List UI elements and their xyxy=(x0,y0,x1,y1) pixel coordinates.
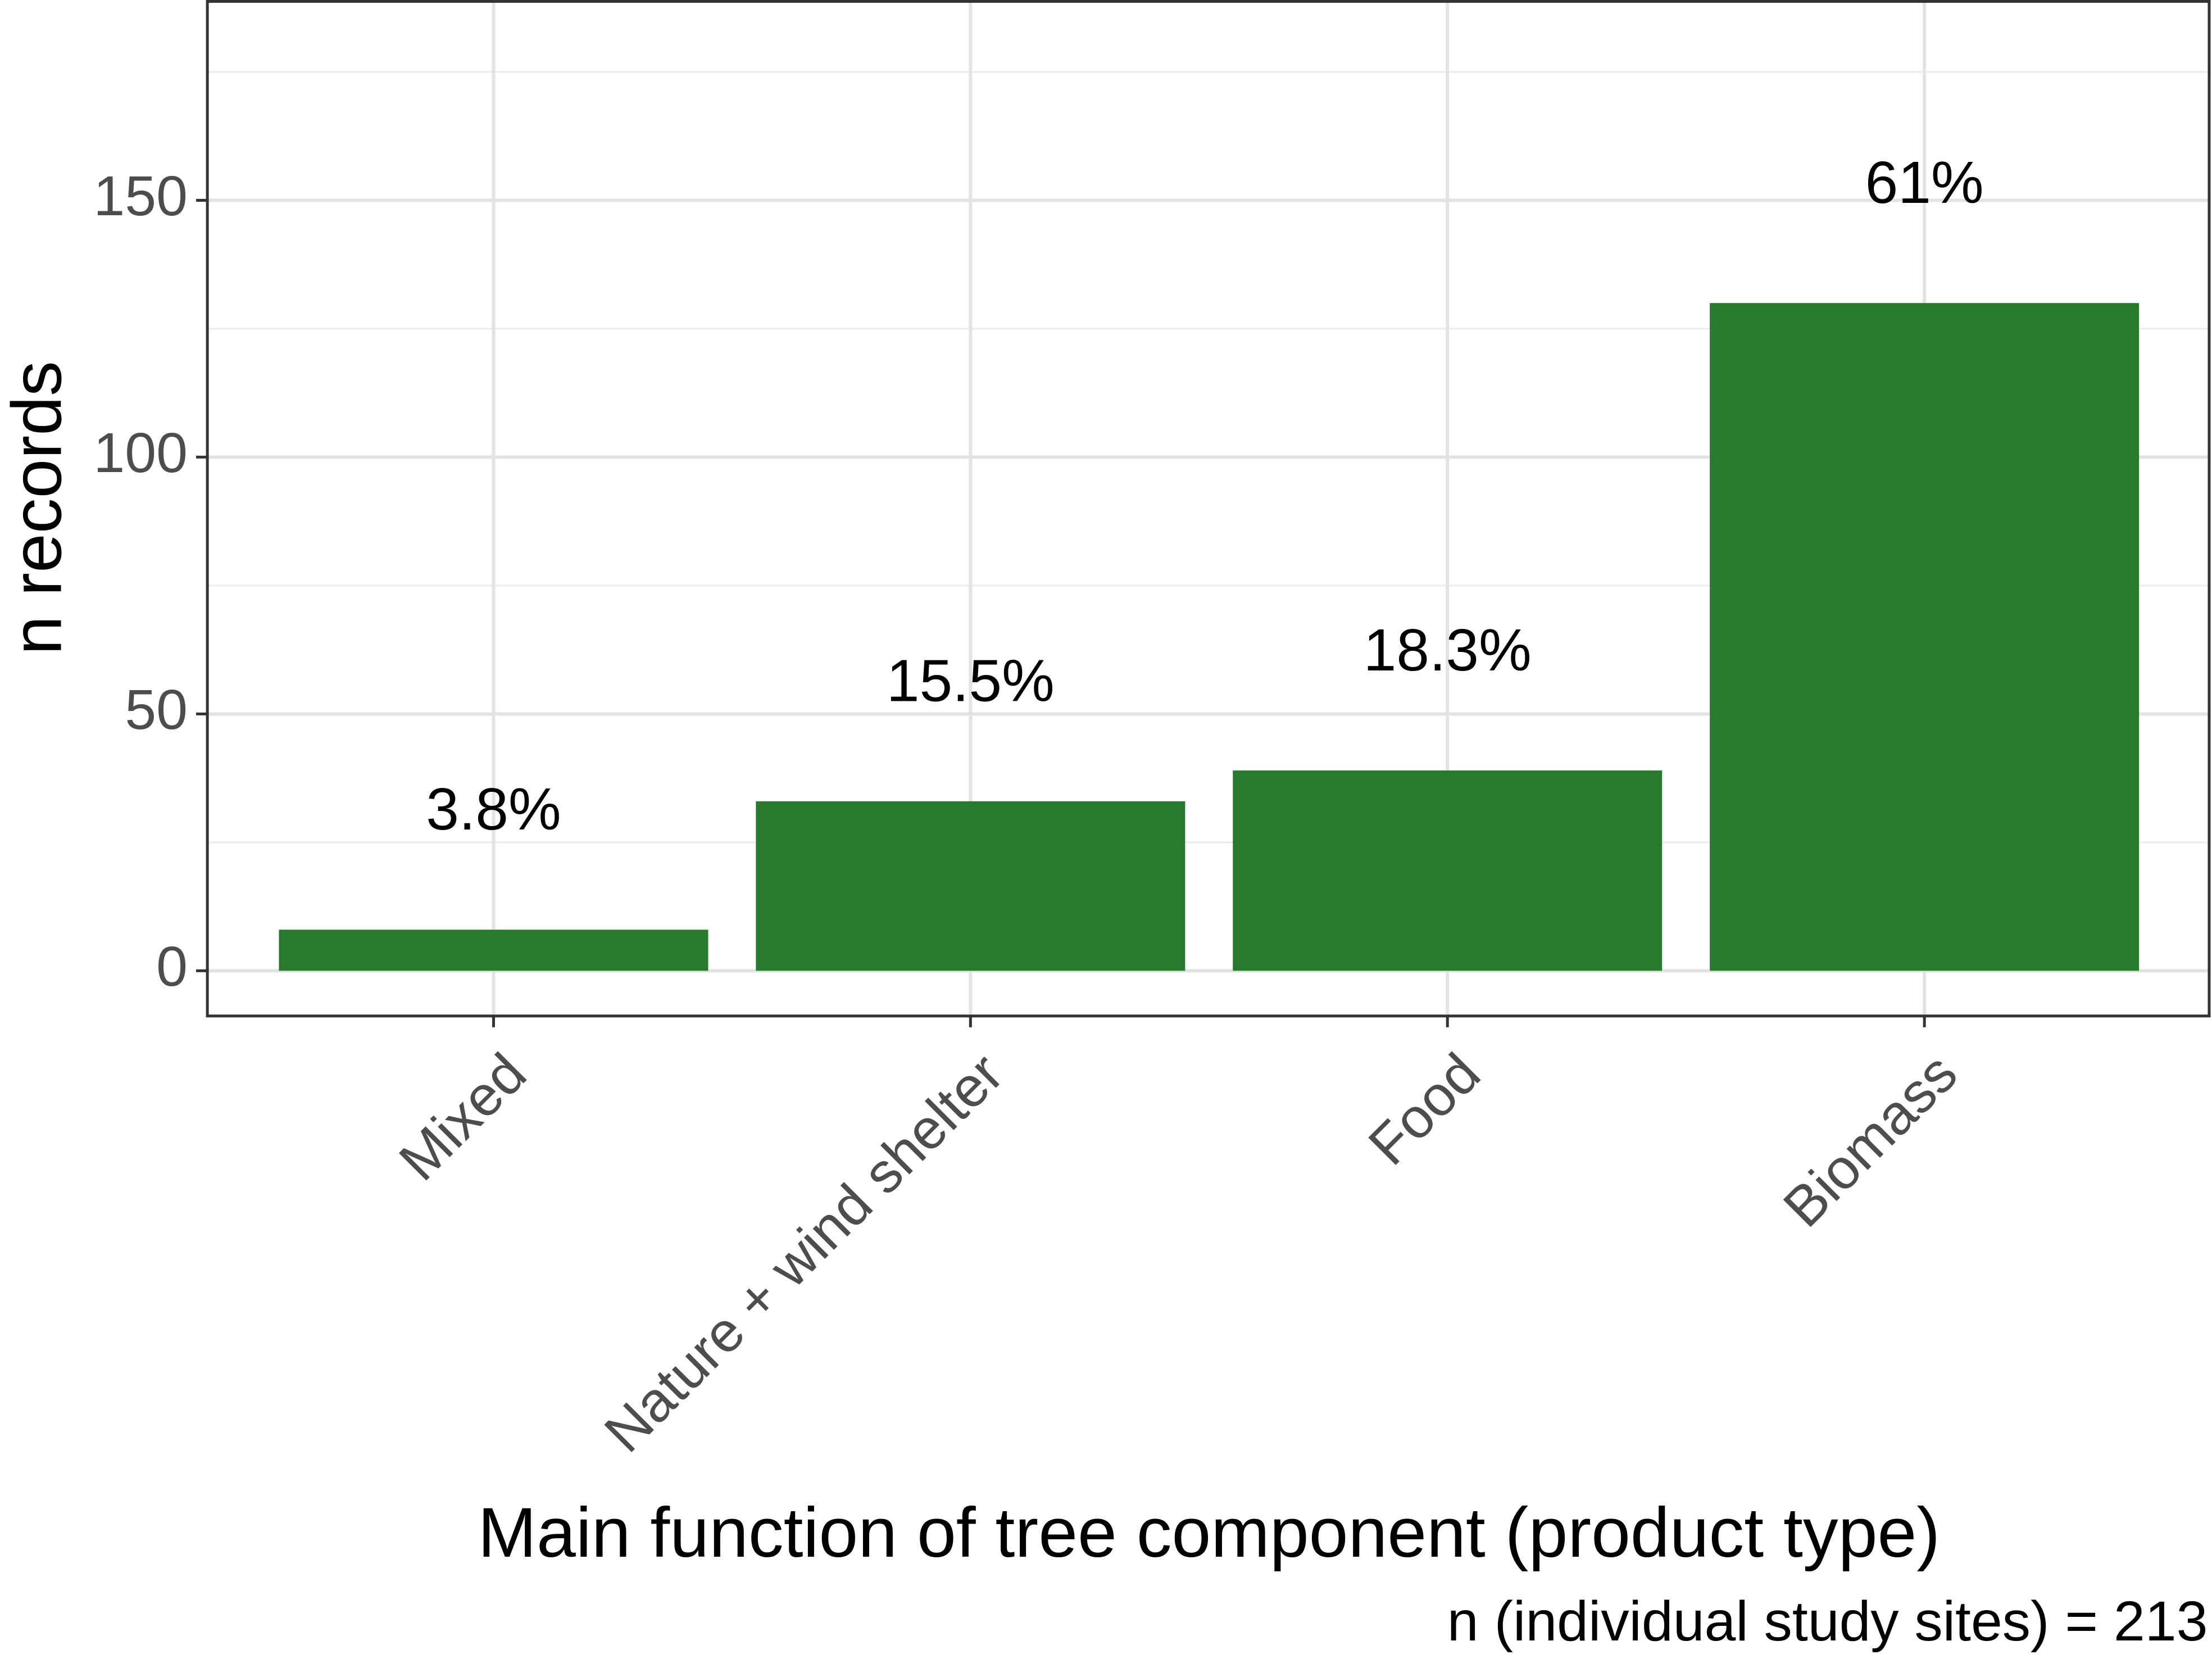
x-axis-title: Main function of tree component (product… xyxy=(478,1493,1940,1572)
bar-label: 3.8% xyxy=(426,777,561,842)
bar xyxy=(1233,770,1663,971)
panel-border xyxy=(206,0,2211,1018)
bar xyxy=(756,801,1186,971)
y-tick-label: 100 xyxy=(93,421,188,484)
y-tick-label: 0 xyxy=(156,935,188,998)
y-tick-label: 50 xyxy=(125,678,188,741)
y-tick-label: 150 xyxy=(93,165,188,228)
y-axis-title: n records xyxy=(0,361,76,655)
bar-label: 61% xyxy=(1865,150,1984,216)
bar-label: 15.5% xyxy=(887,649,1055,714)
caption: n (individual study sites) = 213 xyxy=(1447,1590,2208,1653)
bar-label: 18.3% xyxy=(1364,618,1532,683)
bar xyxy=(1710,303,2140,971)
bar xyxy=(279,930,708,971)
